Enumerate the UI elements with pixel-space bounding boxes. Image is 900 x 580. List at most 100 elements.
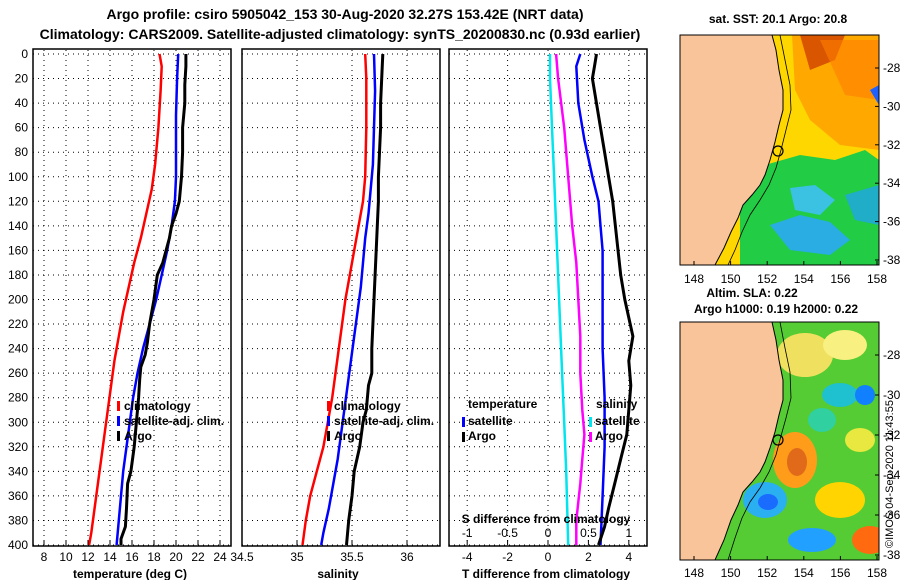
x-tick-label: 8 [41, 550, 48, 564]
y-tick-label: 180 [8, 268, 28, 282]
legend-label-t-satellite: satellite [468, 414, 513, 428]
legend-swatch-t-satellite [462, 417, 465, 427]
map-y-tick-label: -34 [883, 176, 900, 190]
legend-label-climatology: climatology [124, 399, 191, 413]
x-top-tick-label: 1 [625, 526, 632, 540]
map-x-tick-label: 148 [684, 566, 704, 580]
x-tick-label: 14 [103, 550, 117, 564]
x-tick-label: 4 [625, 550, 632, 564]
legend-label-climatology: climatology [334, 399, 401, 413]
sla-map [680, 322, 879, 560]
sst-map-ticks: 148 150 152 154 156 158 -28 -30 -32 -34 -36 -38 [684, 61, 900, 286]
sla-land [680, 322, 783, 560]
sla-anomaly [822, 383, 858, 407]
sla-anomaly [777, 333, 833, 377]
sla-anomaly [787, 448, 807, 476]
legend-swatch-s-argo [589, 432, 592, 442]
temperature-legend: climatology satellite-adj. clim. Argo [117, 399, 224, 443]
y-tick-label: 300 [8, 415, 28, 429]
map-x-tick-label: 158 [867, 566, 887, 580]
x-tick-label: 20 [169, 550, 183, 564]
credit-text: ©IMOS 04-Sep-2020 11:43:55 [884, 400, 896, 548]
map-y-tick-label: -36 [883, 508, 900, 522]
map-y-tick-label: -30 [883, 388, 900, 402]
salinity-legend: climatology satellite-adj. clim. Argo [327, 399, 434, 443]
temperature-axis-label: temperature (deg C) [73, 567, 187, 580]
map-y-tick-label: -38 [883, 253, 900, 267]
y-tick-label: 120 [8, 194, 28, 208]
map-x-tick-label: 156 [830, 272, 850, 286]
x-top-tick-label: 0.5 [580, 526, 597, 540]
sst-cool-patch-2 [770, 215, 850, 255]
sla-anomaly [758, 494, 778, 510]
y-tick-label: 240 [8, 342, 28, 356]
sla-anomaly [823, 330, 867, 360]
map-x-tick-label: 158 [867, 272, 887, 286]
difference-legend: temperature satellite Argo salinity sate… [462, 397, 640, 443]
x-tick-label: 24 [213, 550, 227, 564]
difference-top-axis-label: S difference from climatology [462, 512, 631, 526]
sla-anomaly [808, 408, 836, 432]
sst-warm-patch-2 [820, 40, 879, 100]
legend-label-satellite: satellite-adj. clim. [124, 414, 224, 428]
x-top-tick-label: -1 [462, 526, 473, 540]
salinity-axis-label: salinity [317, 567, 359, 580]
sla-map-title-line2: Argo h1000: 0.19 h2000: 0.22 [694, 302, 858, 316]
x-tick-label: 34.5 [230, 550, 254, 564]
sst-land [680, 35, 783, 265]
legend-swatch-climatology [327, 401, 330, 411]
y-tick-label: 20 [15, 72, 29, 86]
series-line-climatology [87, 53, 163, 546]
map-y-tick-label: -32 [883, 138, 900, 152]
sla-coastline [714, 322, 784, 560]
y-tick-label: 340 [8, 464, 28, 478]
sst-map [680, 35, 879, 265]
x-tick-label: 22 [191, 550, 205, 564]
difference-axis-label: T difference from climatology [462, 567, 630, 580]
map-y-tick-label: -34 [883, 468, 900, 482]
legend-label-satellite: satellite-adj. clim. [334, 414, 434, 428]
y-tick-label: 280 [8, 391, 28, 405]
x-tick-label: -4 [462, 550, 473, 564]
legend-label-argo: Argo [334, 429, 362, 443]
x-tick-label: 18 [147, 550, 161, 564]
temperature-plot-frame [32, 48, 232, 547]
sla-map-frame [679, 321, 880, 561]
grid [33, 50, 647, 546]
y-tick-label: 0 [21, 47, 28, 61]
sla-map-ticks: 148 150 152 154 156 158 -28 -30 -32 -34 -36 -38 [684, 348, 900, 580]
legend-swatch-s-satellite [589, 417, 592, 427]
title-line1: Argo profile: csiro 5905042_153 30-Aug-2… [107, 6, 584, 22]
ticks: 8 10 12 14 16 18 20 22 2402040608010012014016018… [8, 47, 633, 564]
sla-anomaly [852, 526, 879, 554]
series-line-climatology [301, 53, 368, 546]
x-top-tick-label: -0.5 [497, 526, 518, 540]
sla-isobath [727, 322, 792, 560]
x-tick-label: 10 [59, 550, 73, 564]
sla-anomaly [815, 482, 865, 518]
y-tick-label: 60 [15, 121, 29, 135]
sst-isobath [727, 35, 792, 265]
legend-swatch-t-argo [462, 432, 465, 442]
y-tick-label: 400 [8, 538, 28, 552]
y-tick-label: 260 [8, 366, 28, 380]
y-tick-label: 100 [8, 170, 28, 184]
sla-anomaly [855, 385, 875, 405]
difference-plot-frame [448, 48, 648, 547]
legend-title-salinity: salinity [596, 397, 638, 411]
legend-label-s-satellite: satellite [595, 414, 640, 428]
series-line-t-argo [590, 53, 635, 546]
x-tick-label: 2 [585, 550, 592, 564]
map-x-tick-label: 150 [721, 566, 741, 580]
map-y-tick-label: -30 [883, 99, 900, 113]
sst-map-title: sat. SST: 20.1 Argo: 20.8 [709, 12, 848, 26]
legend-label-t-argo: Argo [468, 429, 496, 443]
x-top-tick-label: 0 [545, 526, 552, 540]
y-tick-label: 200 [8, 293, 28, 307]
sst-float-marker [772, 145, 784, 157]
sla-anomaly [788, 528, 836, 552]
x-tick-label: 35 [290, 550, 304, 564]
sla-float-marker [772, 434, 784, 446]
legend-swatch-satellite [117, 416, 120, 426]
sla-anomaly [845, 428, 875, 452]
